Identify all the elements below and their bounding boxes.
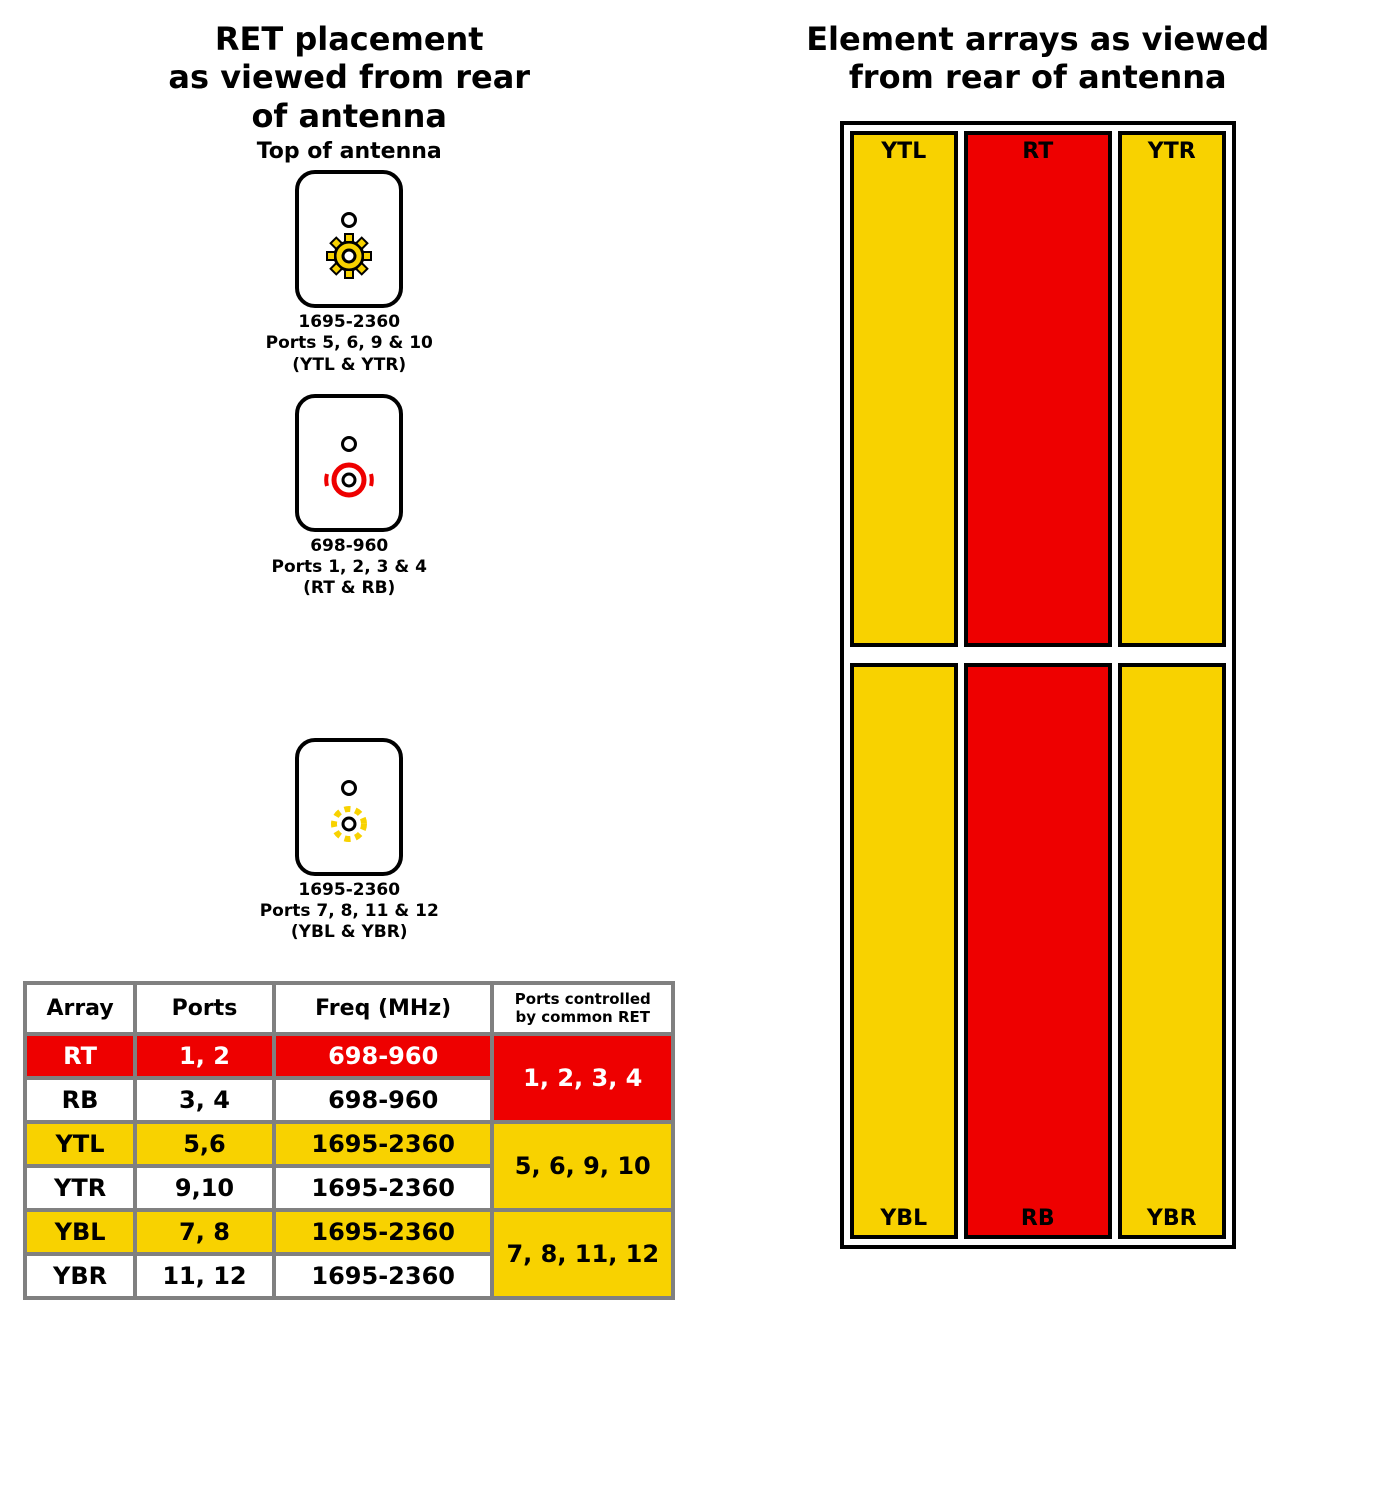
ret-block: 1695-2360 Ports 5, 6, 9 & 10 (YTL & YTR) <box>266 170 433 376</box>
ret-ports-label: Ports 7, 8, 11 & 12 <box>260 901 439 922</box>
ret-freq-label: 698-960 <box>310 536 388 557</box>
ret-title: RET placement as viewed from rear of ant… <box>168 20 530 135</box>
table-header: Ports controlled by common RET <box>492 983 673 1034</box>
ret-stack: 1695-2360 Ports 5, 6, 9 & 10 (YTL & YTR)… <box>20 170 678 961</box>
table-cell: 1695-2360 <box>274 1254 492 1298</box>
title-line: as viewed from rear <box>168 58 530 96</box>
array-panel: YTL RT YTR YBL RB YBR <box>840 121 1236 1249</box>
array-cell: YTR <box>1118 131 1226 647</box>
title-line: from rear of antenna <box>849 58 1227 96</box>
array-cell: RT <box>964 131 1112 647</box>
array-cell: YBR <box>1118 663 1226 1239</box>
table-row: RT1, 2698-9601, 2, 3, 4 <box>25 1034 673 1078</box>
ret-freq-label: 1695-2360 <box>298 312 400 333</box>
array-half: YTL RT YTR <box>850 131 1226 647</box>
table-cell: 1695-2360 <box>274 1210 492 1254</box>
ret-gear-icon <box>323 454 375 510</box>
table-cell: YTL <box>25 1122 135 1166</box>
table-header: Freq (MHz) <box>274 983 492 1034</box>
ret-placement-column: RET placement as viewed from rear of ant… <box>20 20 678 1300</box>
array-port-table: ArrayPortsFreq (MHz)Ports controlled by … <box>23 981 675 1300</box>
array-cell: YBL <box>850 663 958 1239</box>
ret-module-icon <box>295 170 403 308</box>
ret-arrays-label: (YBL & YBR) <box>291 922 408 943</box>
table-cell: 698-960 <box>274 1034 492 1078</box>
ret-gear-icon <box>323 798 375 854</box>
ret-arrays-label: (RT & RB) <box>303 578 395 599</box>
array-cell-label: YTR <box>1148 139 1196 164</box>
ret-dot-icon <box>341 780 357 796</box>
table-cell: 11, 12 <box>135 1254 274 1298</box>
title-line: of antenna <box>251 97 447 135</box>
table-merged-cell: 1, 2, 3, 4 <box>492 1034 673 1122</box>
table-cell: RB <box>25 1078 135 1122</box>
arrays-title: Element arrays as viewed from rear of an… <box>806 20 1269 97</box>
table-cell: 7, 8 <box>135 1210 274 1254</box>
table-cell: 1695-2360 <box>274 1166 492 1210</box>
ret-freq-label: 1695-2360 <box>298 880 400 901</box>
array-cell-label: YBL <box>880 1206 927 1231</box>
array-cell-label: RT <box>1022 139 1053 164</box>
page: RET placement as viewed from rear of ant… <box>20 20 1357 1300</box>
ret-arrays-label: (YTL & YTR) <box>292 355 406 376</box>
table-merged-cell: 5, 6, 9, 10 <box>492 1122 673 1210</box>
table-row: YBL7, 81695-23607, 8, 11, 12 <box>25 1210 673 1254</box>
ret-gear-icon <box>323 230 375 286</box>
table-header: Array <box>25 983 135 1034</box>
array-cell-label: RB <box>1021 1206 1055 1231</box>
array-cell: RB <box>964 663 1112 1239</box>
table-cell: 3, 4 <box>135 1078 274 1122</box>
ret-block: 698-960 Ports 1, 2, 3 & 4 (RT & RB) <box>272 394 427 600</box>
table-row: YTL5,61695-23605, 6, 9, 10 <box>25 1122 673 1166</box>
ret-dot-icon <box>341 212 357 228</box>
table-cell: 5,6 <box>135 1122 274 1166</box>
ret-module-icon <box>295 394 403 532</box>
ret-ports-label: Ports 5, 6, 9 & 10 <box>266 333 433 354</box>
table-cell: YTR <box>25 1166 135 1210</box>
array-half: YBL RB YBR <box>850 663 1226 1239</box>
ret-ports-label: Ports 1, 2, 3 & 4 <box>272 557 427 578</box>
ret-dot-icon <box>341 436 357 452</box>
table-cell: 698-960 <box>274 1078 492 1122</box>
table-header: Ports <box>135 983 274 1034</box>
array-cell-label: YBR <box>1147 1206 1197 1231</box>
table-cell: 1, 2 <box>135 1034 274 1078</box>
ret-module-icon <box>295 738 403 876</box>
table-cell: 1695-2360 <box>274 1122 492 1166</box>
array-cell-label: YTL <box>881 139 926 164</box>
ret-block: 1695-2360 Ports 7, 8, 11 & 12 (YBL & YBR… <box>260 738 439 944</box>
table-cell: YBL <box>25 1210 135 1254</box>
table-cell: RT <box>25 1034 135 1078</box>
table-merged-cell: 7, 8, 11, 12 <box>492 1210 673 1298</box>
top-of-antenna-label: Top of antenna <box>257 139 442 164</box>
table-cell: 9,10 <box>135 1166 274 1210</box>
table-cell: YBR <box>25 1254 135 1298</box>
title-line: RET placement <box>215 20 484 58</box>
array-cell: YTL <box>850 131 958 647</box>
title-line: Element arrays as viewed <box>806 20 1269 58</box>
element-arrays-column: Element arrays as viewed from rear of an… <box>718 20 1357 1249</box>
